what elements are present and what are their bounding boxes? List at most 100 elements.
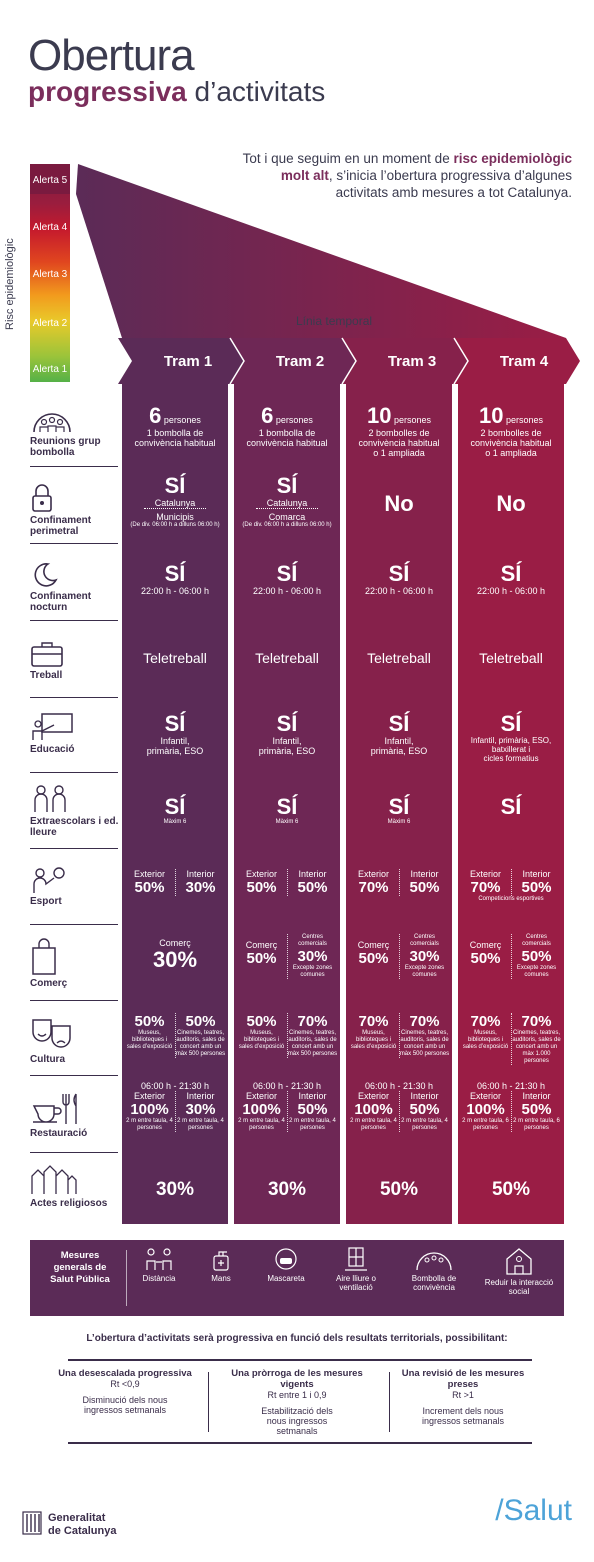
teacher-board-icon bbox=[32, 713, 73, 740]
t1-perimetral: SÍ Catalunya Municipis (De div. 06:00 h … bbox=[130, 473, 220, 529]
t3-extra: SÍ Màxim 6 bbox=[387, 794, 411, 826]
t3-treball: Teletreball bbox=[367, 650, 431, 666]
t2-restauracio: 06:00 h - 21:30 h Exterior 100% 2 m entre … bbox=[238, 1081, 336, 1132]
condition-revisio: Una revisió de les mesures preses Rt >1 … bbox=[401, 1368, 525, 1426]
tram-arrow bbox=[118, 338, 244, 384]
risk-top-block bbox=[30, 164, 70, 194]
risk-level: Alerta 2 bbox=[32, 318, 68, 329]
mesures-title: Mesures generals de Salut Pública bbox=[50, 1250, 110, 1285]
cup-cutlery-icon bbox=[32, 1093, 77, 1124]
row-perimetral: Confinament perimetral bbox=[30, 483, 120, 537]
t2-cultura: 50% Museus, biblioteques i sales d’exposi… bbox=[238, 1013, 338, 1058]
row-educacio: Educació bbox=[30, 712, 120, 755]
page-title: Obertura bbox=[28, 31, 195, 80]
mesura-reduir: Reduir la interacció social bbox=[482, 1246, 556, 1296]
t2-educacio: SÍ Infantil, primària, ESO bbox=[258, 711, 316, 757]
t2-treball: Teletreball bbox=[255, 650, 319, 666]
t1-reunions: 6 persones 1 bombolla de convivència habi… bbox=[134, 403, 216, 449]
t1-restauracio: 06:00 h - 21:30 h Exterior 100% 2 m entre … bbox=[126, 1081, 224, 1132]
risk-wedge bbox=[76, 164, 580, 385]
risk-level: Alerta 1 bbox=[32, 364, 68, 375]
page-subtitle: progressiva d’activitats bbox=[28, 76, 326, 107]
row-restauracio: Restauració bbox=[30, 1092, 120, 1139]
mesures-generals-panel: Mesures generals de Salut Pública Distàn… bbox=[30, 1240, 564, 1316]
t1-extra: SÍ Màxim 6 bbox=[163, 794, 187, 826]
t2-perimetral: SÍ Catalunya Comarca (De div. 06:00 h a … bbox=[242, 473, 332, 529]
t3-restauracio: 06:00 h - 21:30 h Exterior 100% 2 m entre … bbox=[350, 1081, 448, 1132]
tram-arrow bbox=[230, 338, 356, 384]
t2-religiosos: 30% bbox=[267, 1179, 307, 1200]
t4-nocturn: SÍ 22:00 h - 06:00 h bbox=[476, 561, 546, 597]
distance-icon bbox=[146, 1248, 172, 1270]
mesura-bombolla: Bombolla de convivència bbox=[402, 1246, 466, 1292]
t1-comerc: Comerç 30% bbox=[152, 938, 198, 972]
mesura-aire: Aire lliure o ventilació bbox=[326, 1246, 386, 1292]
tram-arrow bbox=[454, 338, 580, 384]
t2-nocturn: SÍ 22:00 h - 06:00 h bbox=[252, 561, 322, 597]
t4-cultura: 70% Museus, biblioteques i sales d’exposi… bbox=[462, 1013, 561, 1065]
t4-extra: SÍ bbox=[500, 794, 522, 819]
row-comerc: Comerç bbox=[30, 938, 120, 989]
t4-esport: Exterior 70% Interior 50% Competicions esp… bbox=[458, 869, 564, 903]
tram-arrow bbox=[342, 338, 468, 384]
t1-treball: Teletreball bbox=[143, 650, 207, 666]
tram-label: Tram 1 bbox=[163, 352, 213, 370]
t2-reunions: 6 persones 1 bombolla de convivència habi… bbox=[246, 403, 328, 449]
row-religiosos: Actes religiosos bbox=[30, 1164, 120, 1209]
mesura-mascareta: Mascareta bbox=[258, 1246, 314, 1283]
t2-extra: SÍ Màxim 6 bbox=[275, 794, 299, 826]
t2-comerc: Comerç 50% Centres comercials 30% Excepte z… bbox=[234, 934, 340, 979]
t4-reunions: 10 persones 2 bombolles de convivència ha… bbox=[470, 403, 552, 459]
tram-label: Tram 2 bbox=[275, 352, 325, 370]
tram-label: Tram 4 bbox=[499, 352, 549, 370]
t3-esport: Exterior 70% Interior 50% bbox=[346, 869, 452, 896]
house-person-icon bbox=[506, 1248, 532, 1275]
church-icon bbox=[31, 1165, 77, 1194]
theater-masks-icon bbox=[32, 1019, 71, 1048]
children-icon bbox=[34, 785, 66, 812]
mesura-mans: Mans bbox=[196, 1246, 246, 1283]
tram-2-column bbox=[234, 384, 340, 1224]
t1-religiosos: 30% bbox=[155, 1179, 195, 1200]
salut-brand: /Salut bbox=[495, 1494, 572, 1527]
bubble-icon bbox=[416, 1252, 452, 1271]
t3-reunions: 10 persones 2 bombolles de convivència ha… bbox=[358, 403, 440, 459]
timeline-wedge bbox=[76, 164, 566, 338]
ball-player-icon bbox=[33, 867, 65, 893]
condition-desescalada: Una desescalada progressiva Rt <0,9 Dism… bbox=[58, 1368, 192, 1415]
mesura-distancia: Distància bbox=[134, 1246, 184, 1283]
t3-nocturn: SÍ 22:00 h - 06:00 h bbox=[364, 561, 434, 597]
row-esport: Esport bbox=[30, 866, 120, 907]
t1-esport: Exterior 50% Interior 30% bbox=[122, 869, 228, 896]
t4-restauracio: 06:00 h - 21:30 h Exterior 100% 2 m entre … bbox=[462, 1081, 560, 1132]
t1-nocturn: SÍ 22:00 h - 06:00 h bbox=[140, 561, 210, 597]
t4-perimetral: No bbox=[496, 491, 526, 516]
t4-comerc: Comerç 50% Centres comercials 50% Excepte z… bbox=[458, 934, 564, 979]
risk-level: Alerta 3 bbox=[32, 269, 68, 280]
group-bubble-icon bbox=[33, 413, 71, 433]
row-nocturn: Confinament nocturn bbox=[30, 561, 120, 613]
moon-icon bbox=[34, 563, 58, 587]
generalitat-name: Generalitat de Catalunya bbox=[48, 1512, 117, 1537]
t3-religiosos: 50% bbox=[379, 1179, 419, 1200]
mask-icon bbox=[275, 1248, 297, 1270]
intro-text: Tot i que seguim en un moment de risc ep… bbox=[242, 151, 572, 200]
t1-educacio: SÍ Infantil, primària, ESO bbox=[146, 711, 204, 757]
t1-cultura: 50% Museus, biblioteques i sales d’exposi… bbox=[126, 1013, 226, 1058]
briefcase-icon bbox=[31, 642, 63, 667]
t4-religiosos: 50% bbox=[491, 1179, 531, 1200]
t3-educacio: SÍ Infantil, primària, ESO bbox=[370, 711, 428, 757]
t4-treball: Teletreball bbox=[479, 650, 543, 666]
ventilation-icon bbox=[345, 1247, 367, 1271]
tram-3-column bbox=[346, 384, 452, 1224]
timeline-label: Línia temporal bbox=[296, 314, 373, 328]
row-treball: Treball bbox=[30, 640, 120, 681]
row-reunions: Reunions grup bombolla bbox=[30, 406, 120, 458]
conditions-title: L’obertura d’activitats serà progressiva… bbox=[86, 1333, 508, 1344]
tram-1-column bbox=[122, 384, 228, 1224]
tram-4-column bbox=[458, 384, 564, 1224]
tram-label: Tram 3 bbox=[387, 352, 437, 370]
t3-comerc: Comerç 50% Centres comercials 30% Excepte z… bbox=[346, 934, 452, 979]
t3-cultura: 70% Museus, biblioteques i sales d’exposi… bbox=[350, 1013, 450, 1058]
